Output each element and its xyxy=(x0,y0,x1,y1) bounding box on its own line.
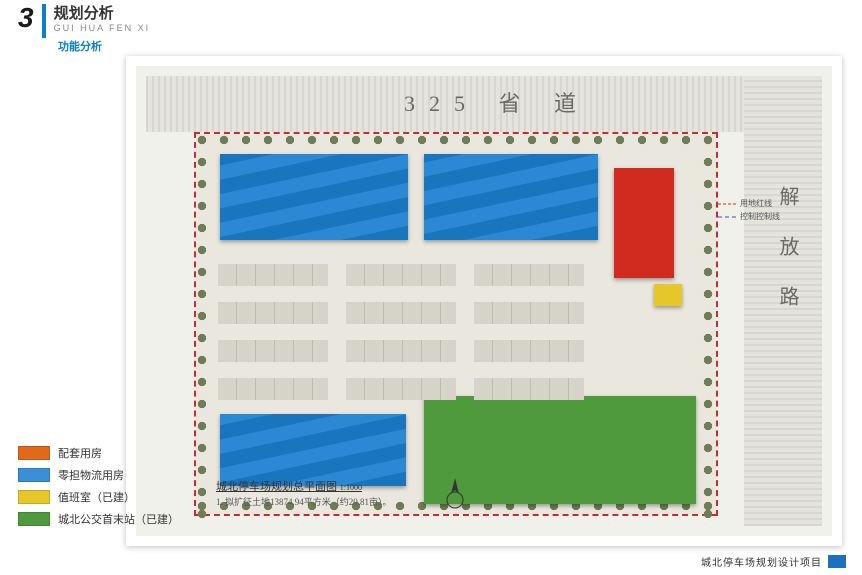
legend-label: 城北公交首末站（已建） xyxy=(58,511,179,527)
legend-item: 城北公交首末站（已建） xyxy=(18,511,179,527)
parking-row xyxy=(474,264,584,286)
building-support xyxy=(614,168,674,278)
building-logistics-3 xyxy=(220,414,406,486)
parking-row xyxy=(346,302,456,324)
parking-row xyxy=(474,378,584,400)
legend-item: 配套用房 xyxy=(18,445,179,461)
legend-item: 零担物流用房 xyxy=(18,467,179,483)
linetype-red-label: 用地红线 xyxy=(740,198,772,211)
parking-row xyxy=(218,340,328,362)
parking-row xyxy=(474,340,584,362)
plan-caption-note: 1. 拟扩征土地13874.94平方米（约20.81亩）。 xyxy=(216,495,392,508)
plan-caption-title: 城北停车场规划总平面图 1:1000 xyxy=(216,478,362,494)
parking-row xyxy=(474,302,584,324)
linetype-red: 用地红线 xyxy=(718,198,780,211)
title-en: GUI HUA FEN XI xyxy=(54,23,151,33)
legend-label: 配套用房 xyxy=(58,445,102,461)
section-number: 3 xyxy=(18,2,34,34)
building-logistics-2 xyxy=(424,154,598,240)
page-header: 3 规划分析 GUI HUA FEN XI xyxy=(18,2,150,38)
parking-row xyxy=(346,378,456,400)
title-cn: 规划分析 xyxy=(54,2,151,23)
building-bus-terminal xyxy=(424,396,696,504)
parking-row xyxy=(346,340,456,362)
accent-bar xyxy=(42,4,46,38)
legend-label: 值班室（已建） xyxy=(58,489,135,505)
subtitle: 功能分析 xyxy=(58,38,102,54)
parking-row xyxy=(218,302,328,324)
color-legend: 配套用房零担物流用房值班室（已建） 城北公交首末站（已建） xyxy=(18,445,179,527)
footer-accent-square xyxy=(828,555,846,568)
page-footer: 城北停车场规划设计项目 xyxy=(701,554,846,569)
title-block: 规划分析 GUI HUA FEN XI xyxy=(54,2,151,33)
legend-label: 零担物流用房 xyxy=(58,467,124,483)
linetype-blue: 控制控制线 xyxy=(718,211,780,224)
legend-swatch xyxy=(18,468,50,482)
north-arrow-icon xyxy=(446,478,464,512)
linetype-legend: 用地红线 控制控制线 xyxy=(718,198,780,224)
parking-row xyxy=(218,378,328,400)
road-north-label: 325 省 道 xyxy=(404,86,590,118)
legend-swatch xyxy=(18,490,50,504)
linetype-blue-label: 控制控制线 xyxy=(740,211,780,224)
legend-swatch xyxy=(18,446,50,460)
parking-row xyxy=(218,264,328,286)
map-background: 325 省 道 解放路 用地红线 控制控制线 城北停车场规划总平面图 1 xyxy=(136,66,832,536)
legend-swatch xyxy=(18,512,50,526)
building-guardroom xyxy=(654,284,682,306)
site-plan-canvas: 325 省 道 解放路 用地红线 控制控制线 城北停车场规划总平面图 1 xyxy=(126,56,842,546)
site-boundary xyxy=(196,134,716,514)
footer-text: 城北停车场规划设计项目 xyxy=(701,554,822,569)
building-logistics-1 xyxy=(220,154,408,240)
legend-item: 值班室（已建） xyxy=(18,489,179,505)
parking-row xyxy=(346,264,456,286)
